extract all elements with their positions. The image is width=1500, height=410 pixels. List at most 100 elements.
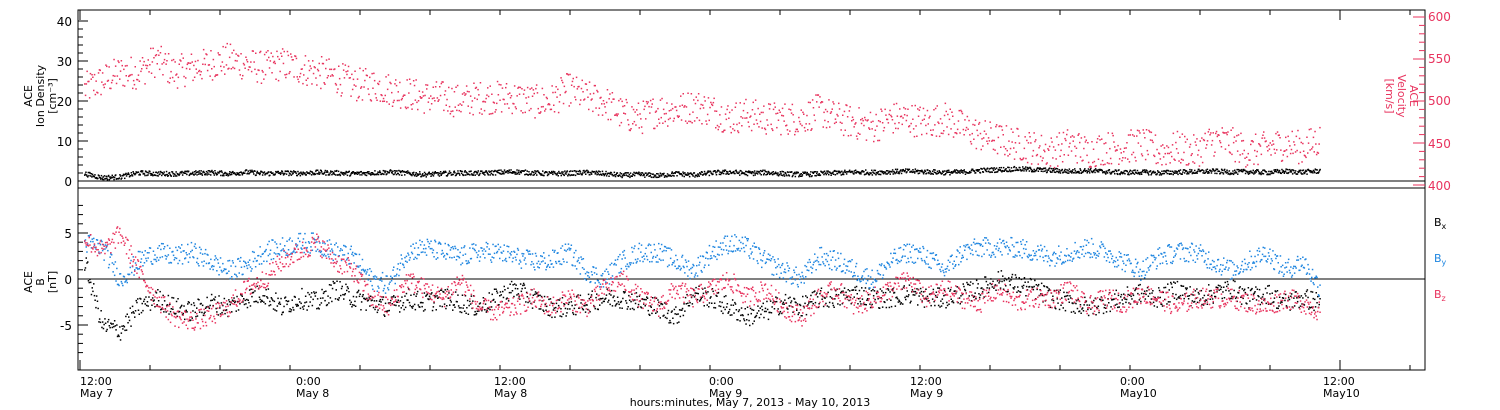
data-point-velocity [246, 59, 248, 61]
data-point-velocity [974, 119, 977, 121]
data-point-velocity [549, 108, 552, 111]
data-point-bx [193, 302, 195, 304]
data-point-ion-density [601, 174, 603, 176]
data-point-bx [203, 312, 205, 315]
data-point-velocity [1050, 137, 1052, 139]
data-point-velocity [700, 103, 702, 106]
data-point-bx [822, 305, 825, 308]
data-point-velocity [1193, 162, 1196, 164]
data-point-velocity [921, 119, 924, 121]
data-point-velocity [921, 133, 923, 136]
data-point-velocity [1188, 146, 1191, 148]
data-point-velocity [1096, 138, 1099, 140]
data-point-velocity [760, 111, 763, 114]
data-point-bx [554, 316, 556, 318]
data-point-velocity [1013, 147, 1015, 149]
data-point-ion-density [301, 173, 304, 176]
data-point-velocity [947, 133, 950, 136]
data-point-velocity [1145, 129, 1148, 131]
data-point-velocity [1247, 152, 1249, 155]
data-point-ion-density [1040, 170, 1043, 172]
data-point-velocity [215, 74, 217, 76]
data-point-ion-density [682, 171, 684, 173]
data-point-ion-density [986, 167, 989, 169]
data-point-ion-density [1174, 170, 1176, 172]
data-point-bx [1036, 288, 1038, 291]
data-point-velocity [111, 79, 114, 82]
data-point-velocity [459, 103, 461, 105]
data-point-bx [395, 304, 397, 307]
data-point-bx [783, 303, 785, 305]
data-point-bx [907, 295, 909, 298]
data-point-velocity [207, 64, 210, 66]
data-point-ion-density [287, 170, 290, 173]
data-point-bx [960, 295, 962, 297]
data-point-ion-density [864, 173, 866, 176]
data-point-bx [916, 288, 918, 290]
data-point-velocity [767, 124, 769, 126]
data-point-ion-density [1106, 172, 1109, 174]
data-point-bx [481, 309, 483, 312]
data-point-bx [222, 304, 224, 307]
data-point-bx [684, 296, 687, 299]
data-point-ion-density [950, 172, 952, 174]
data-point-ion-density [1029, 167, 1032, 169]
data-point-velocity [113, 58, 115, 61]
data-point-bx [868, 288, 870, 290]
data-point-ion-density [313, 173, 315, 176]
data-point-bx [908, 284, 911, 286]
data-point-velocity [1296, 149, 1298, 152]
data-point-velocity [233, 49, 235, 52]
data-point-bx [144, 303, 146, 305]
data-point-velocity [827, 121, 829, 123]
data-point-velocity [817, 94, 820, 96]
data-point-ion-density [782, 174, 784, 177]
data-point-ion-density [1253, 171, 1256, 173]
data-point-velocity [1245, 166, 1247, 168]
data-point-ion-density [1186, 173, 1188, 175]
data-point-bx [252, 291, 255, 294]
data-point-ion-density [1015, 167, 1017, 169]
data-point-ion-density [674, 172, 676, 174]
data-point-velocity [909, 131, 912, 133]
data-point-ion-density [904, 170, 906, 172]
data-point-ion-density [167, 174, 170, 177]
data-point-velocity [299, 76, 301, 78]
data-point-ion-density [943, 170, 946, 172]
data-point-bx [841, 302, 844, 305]
data-point-ion-density [1294, 170, 1297, 172]
data-point-velocity [93, 89, 95, 92]
data-point-bx [975, 298, 977, 300]
data-point-bx [1017, 286, 1019, 288]
data-point-velocity [509, 92, 511, 94]
data-point-velocity [667, 118, 670, 121]
data-point-bx [440, 289, 443, 291]
data-point-bx [616, 296, 619, 298]
data-point-velocity [176, 73, 178, 75]
data-point-ion-density [183, 172, 186, 174]
data-point-ion-density [1035, 169, 1038, 171]
data-point-velocity [975, 147, 978, 150]
data-point-bx [357, 289, 360, 292]
data-point-ion-density [131, 175, 134, 177]
data-point-bx [97, 307, 99, 310]
data-point-bx [422, 310, 425, 312]
data-point-velocity [368, 93, 370, 96]
data-point-velocity [218, 54, 220, 56]
data-point-velocity [91, 74, 93, 76]
data-point-ion-density [113, 176, 116, 179]
data-point-ion-density [765, 171, 768, 173]
data-point-velocity [279, 70, 281, 73]
data-point-velocity [747, 121, 750, 123]
data-point-velocity [395, 84, 398, 87]
data-point-bx [89, 278, 91, 281]
data-point-ion-density [311, 171, 313, 173]
data-point-ion-density [936, 170, 939, 173]
data-point-bx [299, 307, 302, 310]
data-point-velocity [1054, 149, 1057, 151]
data-point-velocity [1301, 161, 1303, 163]
data-point-velocity [1125, 147, 1127, 149]
data-point-velocity [388, 103, 390, 105]
data-point-ion-density [1126, 170, 1128, 173]
data-point-bx [994, 284, 997, 286]
